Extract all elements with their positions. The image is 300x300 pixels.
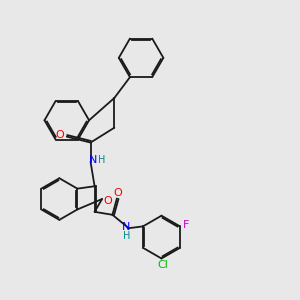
Text: N: N: [89, 155, 97, 165]
Text: Cl: Cl: [158, 260, 168, 270]
Text: O: O: [56, 130, 64, 140]
Text: H: H: [98, 155, 106, 165]
Text: F: F: [183, 220, 190, 230]
Text: O: O: [113, 188, 122, 198]
Text: O: O: [103, 196, 112, 206]
Text: N: N: [122, 222, 130, 232]
Text: H: H: [123, 231, 130, 241]
